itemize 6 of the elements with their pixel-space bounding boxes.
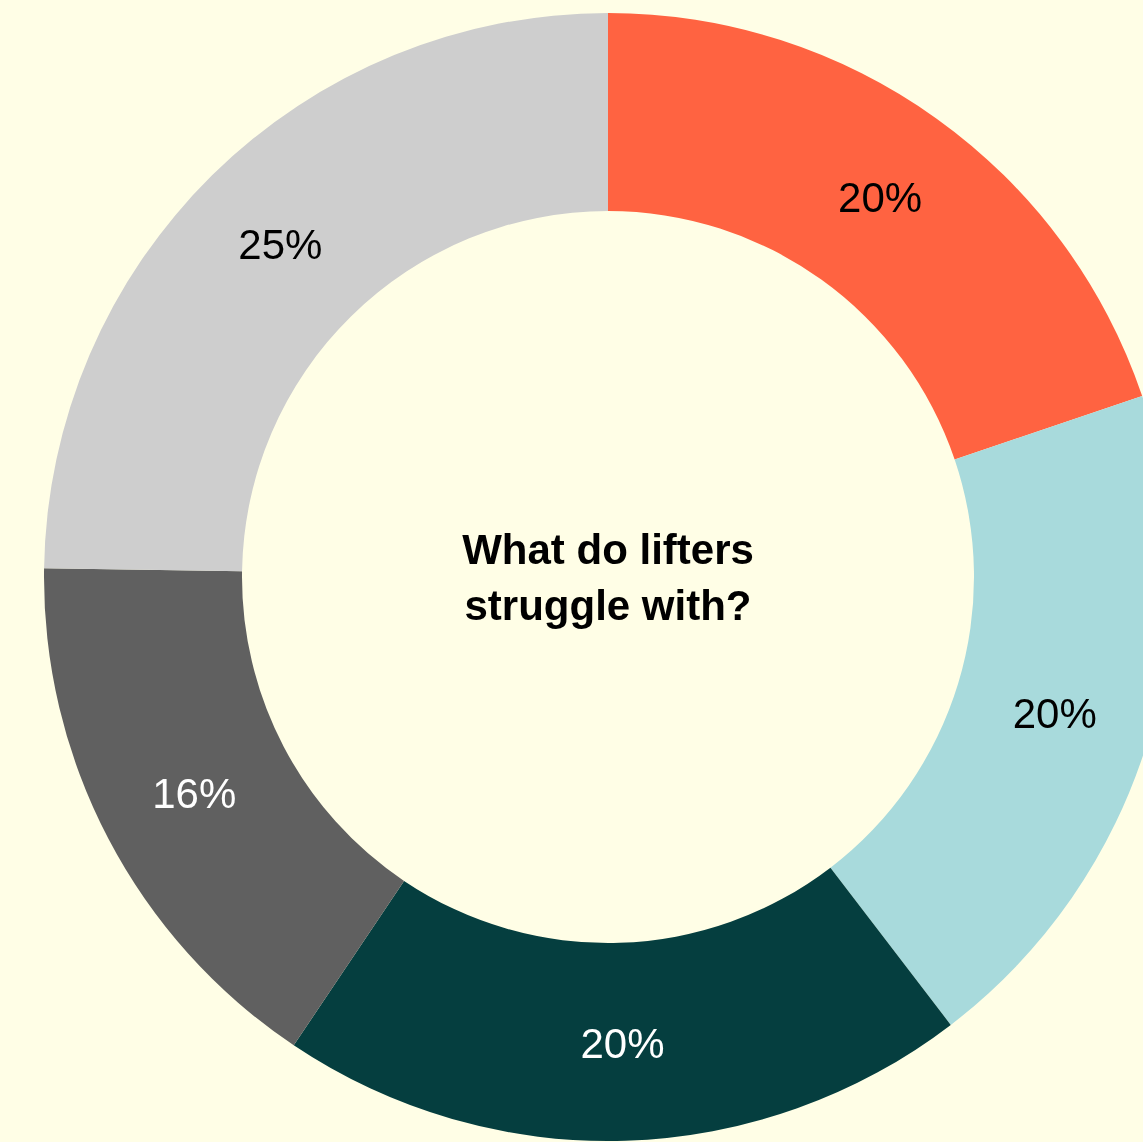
text: What do lifters struggle with? [462, 525, 754, 629]
data-label: 20% [838, 174, 923, 222]
data-label: 20% [1012, 689, 1097, 737]
data-label: 16% [152, 770, 237, 818]
data-label: 25% [238, 220, 323, 268]
data-label: 20% [580, 1020, 665, 1068]
